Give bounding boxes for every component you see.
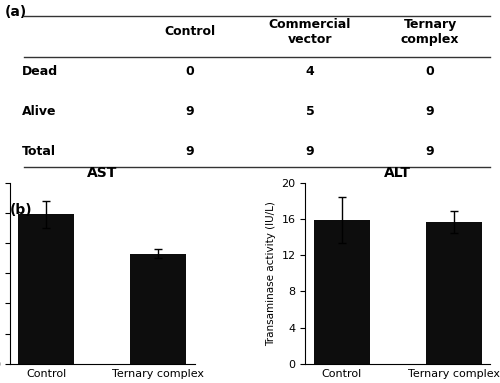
Bar: [426, 222, 482, 364]
Text: (a): (a): [5, 5, 28, 18]
Title: AST: AST: [87, 166, 118, 180]
Y-axis label: Transaminase activity (IU/L): Transaminase activity (IU/L): [266, 201, 276, 346]
Bar: [314, 220, 370, 364]
Bar: [18, 214, 74, 364]
Bar: [130, 254, 186, 364]
Title: ALT: ALT: [384, 166, 411, 180]
Text: (b): (b): [10, 203, 32, 217]
